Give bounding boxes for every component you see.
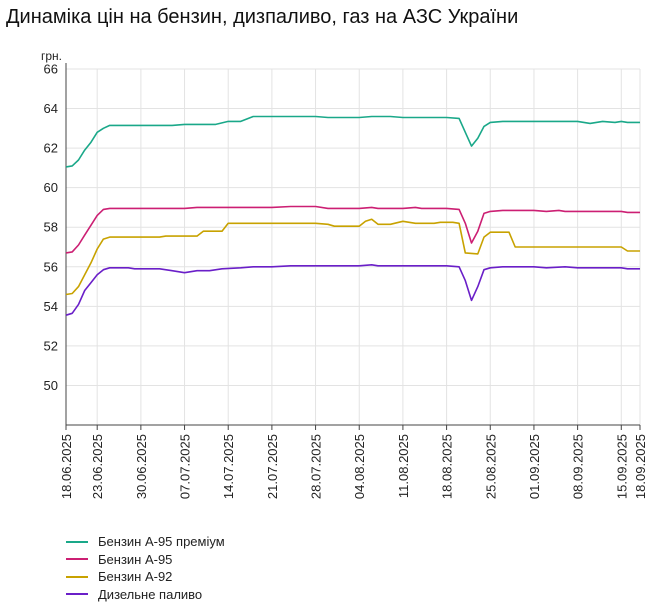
legend-swatch [66, 593, 88, 596]
legend-label: Бензин А-95 [98, 551, 173, 567]
x-tick-label: 18.09.2025 [633, 434, 648, 499]
chart-title: Динаміка цін на бензин, дизпаливо, газ н… [6, 6, 519, 28]
legend-item-4: Дизельне паливо [66, 586, 225, 604]
x-tick-label: 11.08.2025 [396, 434, 411, 498]
axes: 50 52 54 56 58 60 62 64 66 18.06.2025 23.06.2025 30… [44, 62, 648, 500]
legend-swatch [66, 575, 88, 578]
legend-item-3: Бензин А-92 [66, 568, 225, 586]
legend-label: Бензин А-95 преміум [98, 534, 225, 550]
x-tick-label: 23.06.2025 [90, 434, 105, 499]
x-tick-label: 14.07.2025 [221, 434, 236, 499]
legend: Бензин А-95 преміум Бензин А-95 Бензин А-9… [66, 533, 225, 603]
y-tick-label: 66 [44, 62, 58, 77]
x-tick-label: 30.06.2025 [134, 434, 149, 499]
y-tick-label: 54 [44, 299, 58, 314]
y-tick-label: 62 [44, 141, 58, 156]
x-tick-label: 01.09.2025 [527, 434, 542, 499]
legend-item-2: Бензин А-95 [66, 551, 225, 569]
x-tick-label: 04.08.2025 [352, 434, 367, 499]
y-axis-unit-label: грн. [41, 49, 62, 63]
x-tick-label: 18.06.2025 [59, 434, 74, 499]
x-tick-label: 08.09.2025 [571, 434, 586, 499]
y-tick-label: 64 [44, 101, 58, 116]
legend-label: Дизельне паливо [98, 586, 203, 602]
y-tick-label: 56 [44, 259, 58, 274]
series-layer [65, 115, 640, 316]
series-line-4 [65, 264, 640, 316]
legend-item-1: Бензин А-95 преміум [66, 533, 225, 551]
x-tick-label: 25.08.2025 [483, 434, 498, 499]
legend-swatch [66, 558, 88, 561]
y-tick-label: 58 [44, 220, 58, 235]
series-line-1 [65, 115, 640, 168]
x-tick-label: 28.07.2025 [309, 434, 324, 499]
y-tick-label: 52 [44, 338, 58, 353]
x-tick-label: 07.07.2025 [178, 434, 193, 499]
x-tick-label: 18.08.2025 [440, 434, 455, 499]
series-line-3 [65, 218, 640, 296]
y-tick-label: 60 [44, 180, 58, 195]
series-line-2 [65, 205, 640, 254]
legend-swatch [66, 540, 88, 543]
legend-label: Бензин А-92 [98, 569, 173, 585]
x-tick-label: 21.07.2025 [265, 434, 280, 499]
x-tick-label: 15.09.2025 [614, 434, 629, 499]
y-tick-label: 50 [44, 378, 58, 393]
